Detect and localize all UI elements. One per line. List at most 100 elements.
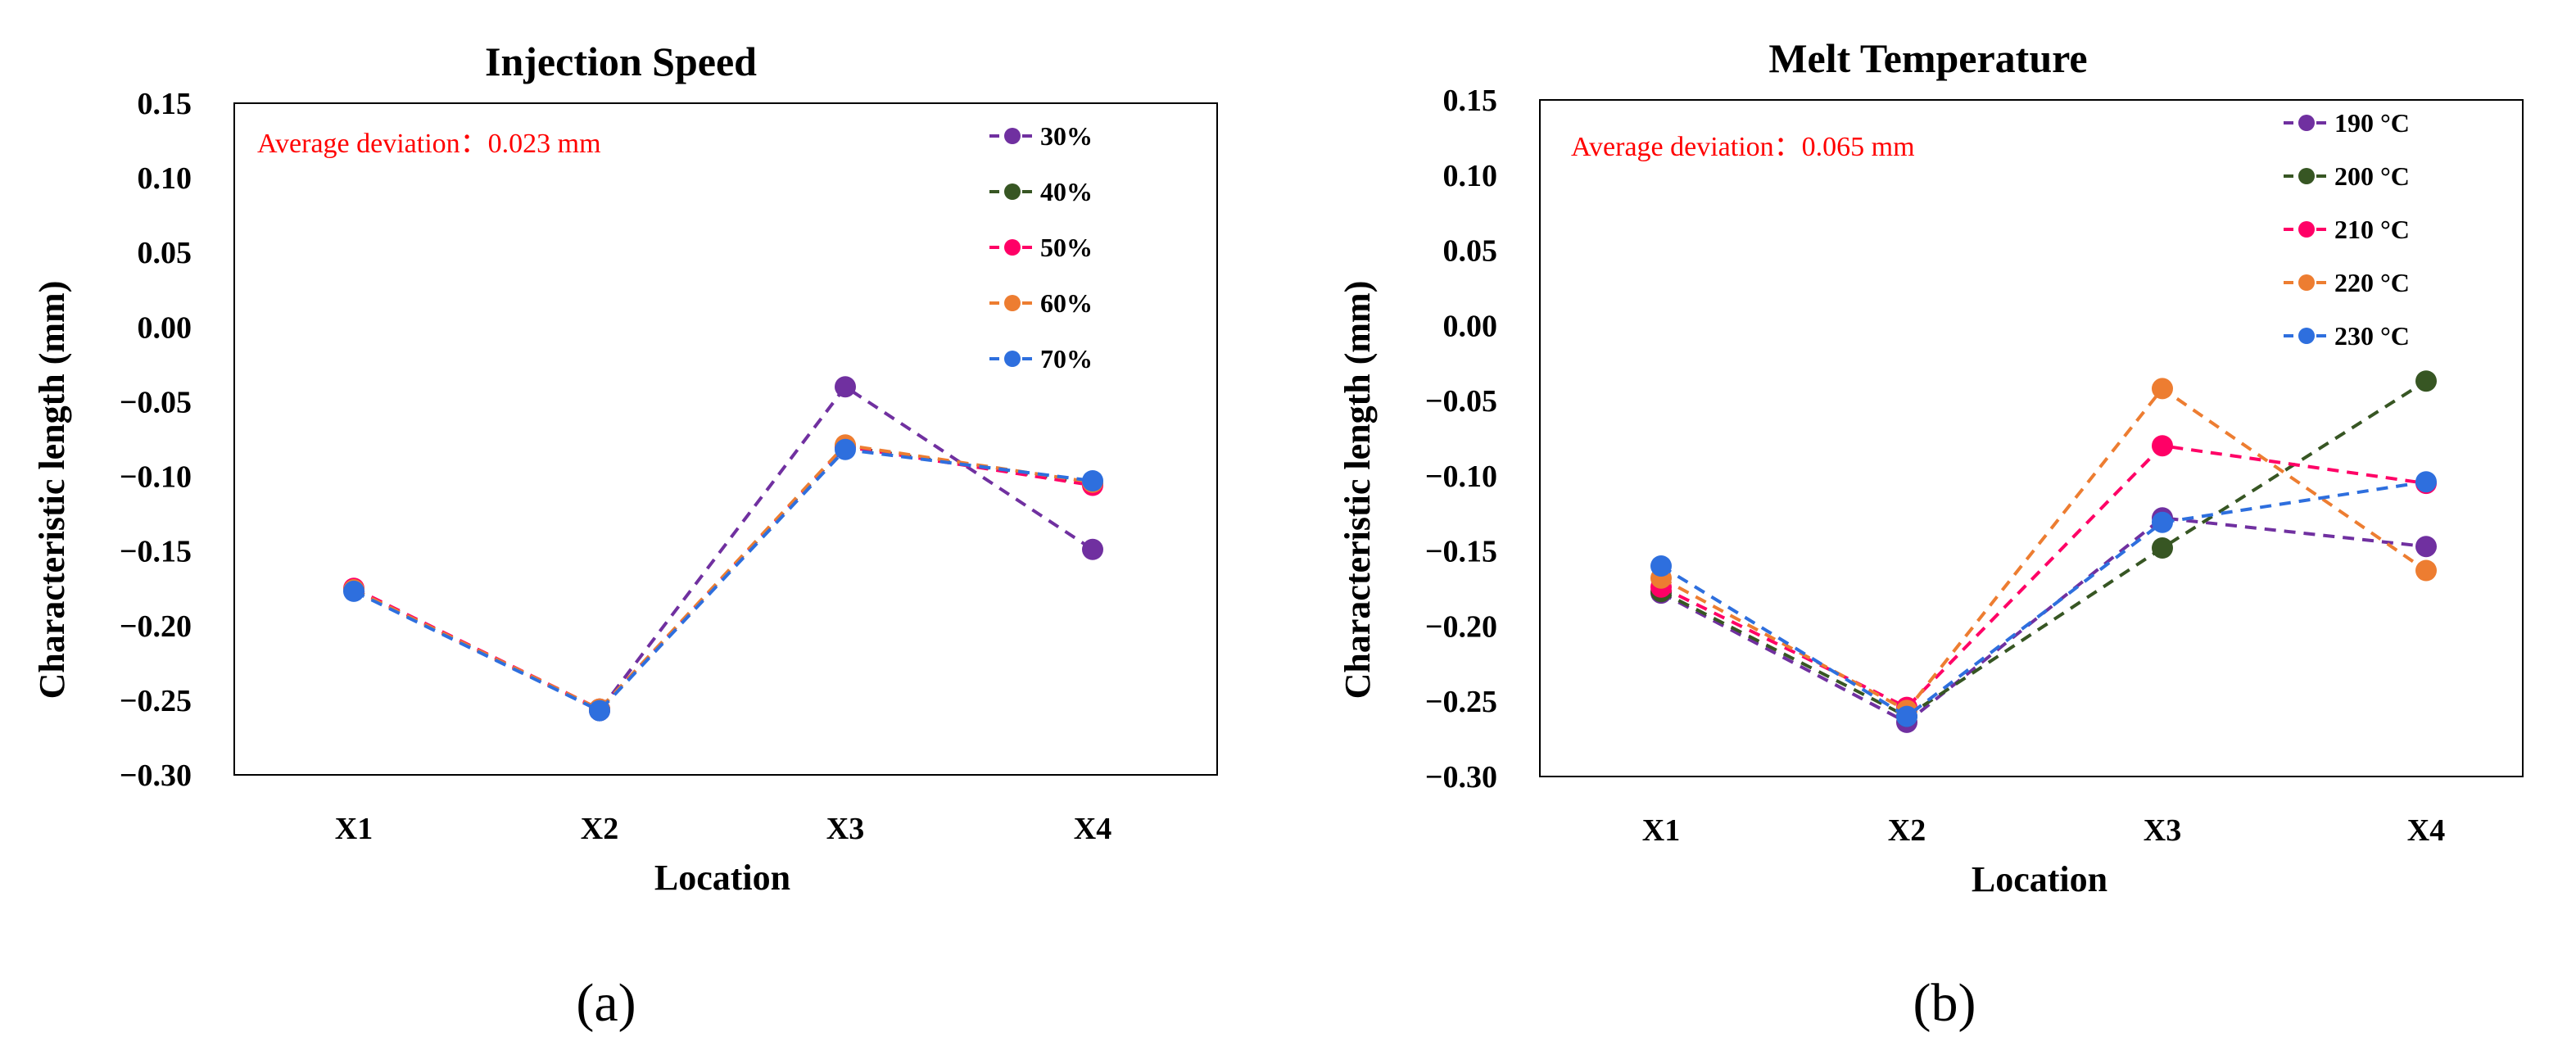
x-tick-label: X4 <box>1074 812 1111 846</box>
legend-label: 200 °C <box>2334 161 2410 191</box>
x-tick-label: X1 <box>1642 813 1680 848</box>
y-tick-label: −0.05 <box>120 385 192 419</box>
x-tick-label: X4 <box>2407 813 2445 848</box>
y-tick-label: 0.00 <box>138 310 192 345</box>
x-tick-label: X2 <box>1888 813 1926 848</box>
y-tick-label: 0.05 <box>138 236 192 270</box>
legend: 30% 40% 50% 60% 70% <box>989 121 1093 374</box>
data-point <box>1650 555 1672 577</box>
series-line <box>1660 386 2428 713</box>
panel-label: (b) <box>1913 973 1976 1033</box>
chart-injection-speed: Injection Speed Characteristic length (m… <box>32 38 1218 1033</box>
y-tick-label: 0.10 <box>1443 159 1498 193</box>
legend-marker <box>1004 183 1021 200</box>
x-axis-label: Location <box>1972 859 2107 899</box>
legend-item: 200 °C <box>2284 161 2410 191</box>
legend-item: 70% <box>989 344 1093 374</box>
legend-label: 210 °C <box>2334 215 2410 244</box>
x-tick-label: X3 <box>826 812 864 846</box>
series-5 <box>343 438 1103 722</box>
legend-item: 220 °C <box>2284 268 2410 297</box>
x-tick-label: X2 <box>581 812 618 846</box>
legend-label: 60% <box>1040 288 1093 318</box>
y-tick-label: −0.20 <box>120 609 192 644</box>
data-point <box>2415 370 2437 392</box>
series-line <box>353 447 1093 713</box>
legend-label: 40% <box>1040 177 1093 206</box>
legend: 190 °C 200 °C 210 °C 220 °C 230 °C <box>2284 108 2410 351</box>
annotation-average-deviation: Average deviation：0.023 mm <box>257 129 601 159</box>
legend-marker <box>1004 128 1021 144</box>
y-tick-label: 0.05 <box>1443 234 1498 269</box>
data-point <box>835 376 856 398</box>
data-point <box>1082 538 1103 560</box>
y-tick-label: −0.05 <box>1425 384 1497 419</box>
legend-label: 70% <box>1040 344 1093 374</box>
legend-marker <box>2298 115 2315 131</box>
data-point <box>589 700 610 722</box>
y-tick-label: −0.30 <box>1425 760 1497 795</box>
y-tick-label: −0.20 <box>1425 609 1497 644</box>
plot-area <box>1539 99 2524 777</box>
data-point <box>2415 559 2437 582</box>
y-tick-label: −0.15 <box>1425 535 1497 569</box>
panel-label: (a) <box>576 973 636 1033</box>
data-point <box>1082 470 1103 491</box>
data-point <box>2152 537 2173 559</box>
legend-marker <box>1004 351 1021 367</box>
data-point <box>2152 378 2173 400</box>
x-tick-label: X3 <box>2144 813 2181 848</box>
chart-title: Injection Speed <box>485 38 757 84</box>
y-tick-label: −0.10 <box>1425 460 1497 494</box>
legend-item: 40% <box>989 177 1093 206</box>
chart-title: Melt Temperature <box>1768 35 2087 81</box>
x-axis-label: Location <box>654 858 790 898</box>
annotation-average-deviation: Average deviation：0.065 mm <box>1571 132 1915 162</box>
y-tick-label: −0.25 <box>1425 685 1497 719</box>
series-line <box>1660 516 2427 725</box>
data-point <box>2152 435 2173 457</box>
y-axis-label: Characteristic length (mm) <box>1338 281 1378 700</box>
data-point <box>2152 511 2173 533</box>
y-tick-label: 0.15 <box>138 87 192 121</box>
data-point <box>1896 705 1917 727</box>
y-tick-label: −0.10 <box>120 460 192 495</box>
series-line <box>1659 480 2427 719</box>
legend-marker <box>2298 168 2315 184</box>
y-tick-label: −0.25 <box>120 684 192 718</box>
series-line <box>1660 444 2427 710</box>
legend-label: 50% <box>1040 233 1093 262</box>
series-5 <box>1650 471 2437 727</box>
legend-marker <box>2298 328 2315 344</box>
y-axis-label: Characteristic length (mm) <box>32 281 72 700</box>
legend-marker <box>2298 221 2315 238</box>
data-point <box>343 580 364 602</box>
legend-marker <box>2298 274 2315 291</box>
legend-label: 30% <box>1040 121 1093 151</box>
chart-melt-temperature: Melt Temperature Characteristic length (… <box>1338 35 2524 1033</box>
legend-item: 50% <box>989 233 1093 262</box>
plot-area <box>233 102 1218 776</box>
legend-item: 230 °C <box>2284 321 2410 351</box>
legend-marker <box>1004 239 1021 256</box>
legend-label: 220 °C <box>2334 268 2410 297</box>
legend-label: 230 °C <box>2334 321 2410 351</box>
legend-item: 30% <box>989 121 1093 151</box>
data-point <box>835 438 856 460</box>
data-point <box>2415 536 2437 558</box>
legend-item: 60% <box>989 288 1093 318</box>
legend-item: 210 °C <box>2284 215 2410 244</box>
legend-marker <box>1004 295 1021 311</box>
y-tick-label: −0.15 <box>120 535 192 569</box>
y-tick-label: 0.15 <box>1443 84 1498 118</box>
series-line <box>353 384 1094 713</box>
legend-item: 190 °C <box>2284 108 2410 138</box>
y-tick-label: 0.10 <box>138 161 192 196</box>
y-tick-label: 0.00 <box>1443 309 1498 343</box>
x-tick-label: X1 <box>335 812 373 846</box>
series-line <box>353 443 1093 712</box>
y-tick-label: −0.30 <box>120 758 192 793</box>
data-point <box>2415 471 2437 493</box>
legend-label: 190 °C <box>2334 108 2410 138</box>
